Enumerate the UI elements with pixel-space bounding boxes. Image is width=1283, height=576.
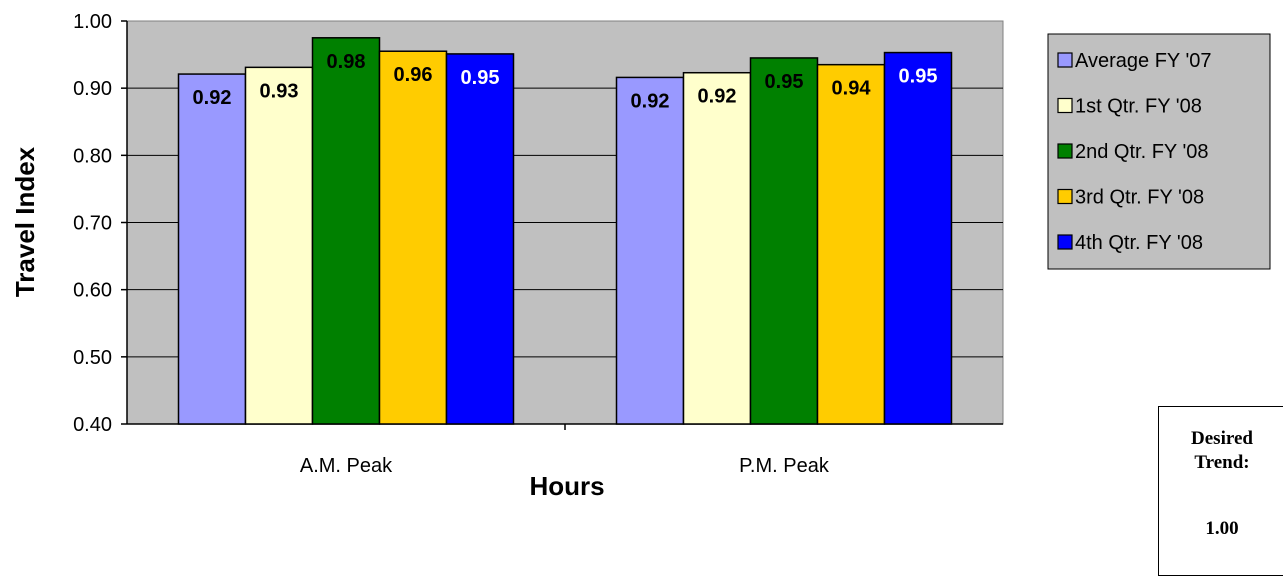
y-tick-label: 0.90 bbox=[73, 78, 112, 100]
bars: 0.92 0.93 0.98 0.96 0.95 0.92 0.92 0.95 0.94 0.95 bbox=[177, 37, 953, 425]
legend-swatch bbox=[1057, 188, 1073, 205]
legend: Average FY '07 1st Qtr. FY '08 2nd Qtr. FY… bbox=[1047, 33, 1271, 270]
legend-entry-label: Average FY '07 bbox=[1075, 50, 1212, 72]
desired-trend-value: 1.00 bbox=[1205, 518, 1239, 539]
bar-value-label: 0.95 bbox=[765, 71, 804, 93]
x-axis-title: Hours bbox=[529, 471, 604, 501]
bar bbox=[615, 76, 685, 425]
legend-swatch bbox=[1057, 143, 1073, 159]
bar bbox=[682, 71, 752, 425]
y-tick-label: 0.40 bbox=[73, 414, 112, 436]
y-tick-label: 1.00 bbox=[73, 11, 112, 33]
y-tick-label: 0.80 bbox=[73, 145, 112, 167]
bar bbox=[177, 73, 247, 425]
bar-value-label: 0.98 bbox=[327, 51, 366, 73]
bar-value-label: 0.95 bbox=[899, 66, 938, 88]
desired-trend-box: Desired Trend: 1.00 bbox=[1158, 406, 1283, 576]
bar bbox=[749, 57, 819, 425]
bar-value-label: 0.92 bbox=[193, 87, 232, 109]
y-tick-label: 0.50 bbox=[73, 347, 112, 369]
bar-value-label: 0.92 bbox=[698, 86, 737, 108]
legend-entry-label: 3rd Qtr. FY '08 bbox=[1075, 187, 1204, 209]
legend-box bbox=[1047, 33, 1271, 270]
legend-entry-label: 1st Qtr. FY '08 bbox=[1075, 96, 1202, 118]
bar bbox=[244, 66, 314, 425]
x-axis-ticks: A.M. Peak P.M. Peak bbox=[300, 424, 830, 477]
bar bbox=[816, 63, 886, 425]
bar-value-label: 0.93 bbox=[260, 80, 299, 102]
legend-swatch bbox=[1057, 52, 1073, 68]
bar-value-label: 0.94 bbox=[832, 78, 872, 100]
bar bbox=[445, 53, 515, 425]
x-tick-label: A.M. Peak bbox=[300, 455, 393, 477]
legend-swatch bbox=[1057, 234, 1073, 250]
bar-value-label: 0.96 bbox=[394, 64, 433, 86]
legend-entry-label: 2nd Qtr. FY '08 bbox=[1075, 141, 1209, 163]
bar bbox=[883, 51, 953, 425]
desired-trend-label-line: Trend: bbox=[1194, 452, 1250, 473]
y-axis-ticks: 0.40 0.50 0.60 0.70 0.80 0.90 1.00 bbox=[73, 11, 127, 436]
y-axis-title: Travel Index bbox=[10, 146, 40, 297]
x-tick-label: P.M. Peak bbox=[739, 455, 830, 477]
desired-trend-label: Desired Trend: bbox=[1159, 427, 1283, 475]
legend-entry-label: 4th Qtr. FY '08 bbox=[1075, 232, 1203, 254]
bar-value-label: 0.95 bbox=[461, 67, 500, 89]
y-tick-label: 0.70 bbox=[73, 213, 112, 235]
bar bbox=[378, 50, 448, 425]
desired-trend-label-line: Desired bbox=[1191, 428, 1253, 449]
bar-value-label: 0.92 bbox=[631, 90, 670, 112]
bar bbox=[311, 37, 381, 425]
y-tick-label: 0.60 bbox=[73, 280, 112, 302]
legend-swatch bbox=[1057, 97, 1073, 114]
